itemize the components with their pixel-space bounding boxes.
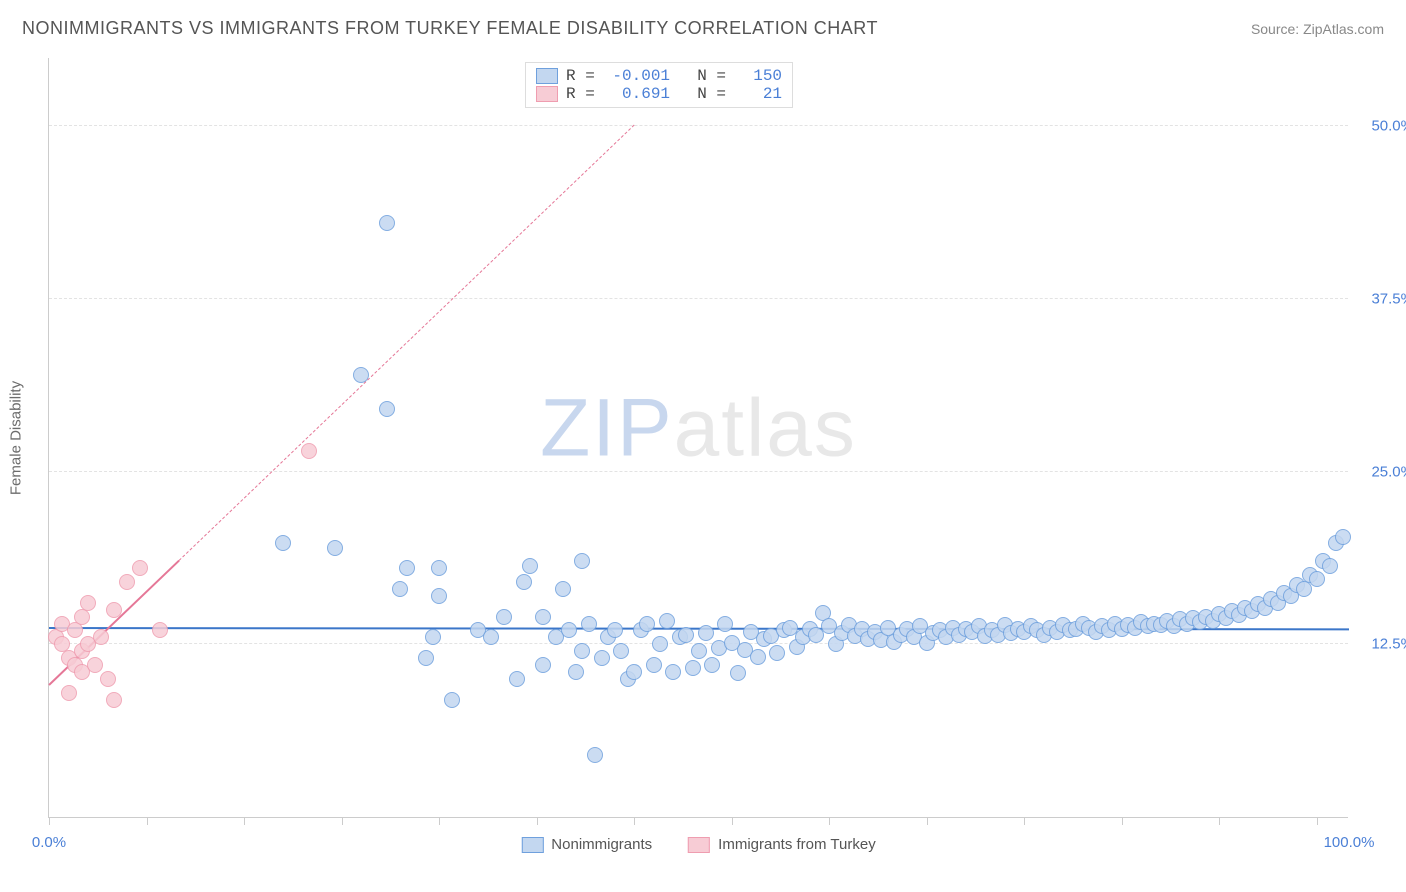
data-point	[106, 692, 122, 708]
data-point	[399, 560, 415, 576]
x-tick	[537, 817, 538, 825]
data-point	[581, 616, 597, 632]
data-point	[67, 622, 83, 638]
legend-swatch	[536, 68, 558, 84]
data-point	[665, 664, 681, 680]
x-tick	[732, 817, 733, 825]
data-point	[87, 657, 103, 673]
x-tick-label-left: 0.0%	[32, 834, 66, 851]
data-point	[327, 540, 343, 556]
data-point	[717, 616, 733, 632]
chart-container: ZIPatlas 12.5%25.0%37.5%50.0%0.0%100.0%R…	[48, 58, 1348, 818]
data-point	[431, 560, 447, 576]
data-point	[119, 574, 135, 590]
x-tick	[1317, 817, 1318, 825]
trend-line	[179, 125, 635, 561]
data-point	[93, 629, 109, 645]
data-point	[509, 671, 525, 687]
x-tick	[1024, 817, 1025, 825]
data-point	[61, 685, 77, 701]
x-tick	[439, 817, 440, 825]
x-tick	[927, 817, 928, 825]
data-point	[132, 560, 148, 576]
data-point	[100, 671, 116, 687]
data-point	[379, 215, 395, 231]
data-point	[1322, 558, 1338, 574]
data-point	[639, 616, 655, 632]
data-point	[425, 629, 441, 645]
data-point	[587, 747, 603, 763]
data-point	[730, 665, 746, 681]
data-point	[659, 613, 675, 629]
data-point	[594, 650, 610, 666]
legend-swatch	[688, 837, 710, 853]
chart-title: NONIMMIGRANTS VS IMMIGRANTS FROM TURKEY …	[22, 18, 878, 39]
legend-item: Immigrants from Turkey	[688, 836, 876, 853]
data-point	[275, 535, 291, 551]
data-point	[698, 625, 714, 641]
y-tick-label: 50.0%	[1371, 118, 1406, 135]
data-point	[535, 609, 551, 625]
data-point	[1309, 571, 1325, 587]
data-point	[568, 664, 584, 680]
data-point	[301, 443, 317, 459]
data-point	[152, 622, 168, 638]
data-point	[496, 609, 512, 625]
stats-row: R = -0.001 N = 150	[536, 67, 782, 85]
bottom-legend: Nonimmigrants Immigrants from Turkey	[521, 836, 875, 853]
x-tick	[49, 817, 50, 825]
gridline	[49, 298, 1348, 299]
data-point	[535, 657, 551, 673]
data-point	[392, 581, 408, 597]
data-point	[574, 553, 590, 569]
data-point	[613, 643, 629, 659]
legend-swatch	[536, 86, 558, 102]
source-attribution: Source: ZipAtlas.com	[1251, 21, 1384, 37]
data-point	[516, 574, 532, 590]
y-tick-label: 12.5%	[1371, 636, 1406, 653]
data-point	[607, 622, 623, 638]
data-point	[483, 629, 499, 645]
watermark: ZIPatlas	[540, 381, 857, 475]
gridline	[49, 125, 1348, 126]
y-tick-label: 37.5%	[1371, 290, 1406, 307]
data-point	[685, 660, 701, 676]
data-point	[74, 609, 90, 625]
gridline	[49, 471, 1348, 472]
data-point	[691, 643, 707, 659]
data-point	[522, 558, 538, 574]
x-tick	[829, 817, 830, 825]
x-tick	[1122, 817, 1123, 825]
data-point	[379, 401, 395, 417]
data-point	[626, 664, 642, 680]
y-axis-label: Female Disability	[8, 381, 25, 495]
x-tick	[244, 817, 245, 825]
data-point	[704, 657, 720, 673]
legend-item: Nonimmigrants	[521, 836, 652, 853]
plot-area: ZIPatlas 12.5%25.0%37.5%50.0%0.0%100.0%R…	[48, 58, 1348, 818]
data-point	[769, 645, 785, 661]
legend-swatch	[521, 837, 543, 853]
data-point	[431, 588, 447, 604]
data-point	[1335, 529, 1351, 545]
data-point	[574, 643, 590, 659]
data-point	[646, 657, 662, 673]
x-tick	[342, 817, 343, 825]
x-tick	[634, 817, 635, 825]
x-tick	[1219, 817, 1220, 825]
y-tick-label: 25.0%	[1371, 463, 1406, 480]
data-point	[444, 692, 460, 708]
stats-row: R = 0.691 N = 21	[536, 85, 782, 103]
x-tick-label-right: 100.0%	[1324, 834, 1375, 851]
stats-box: R = -0.001 N = 150R = 0.691 N = 21	[525, 62, 793, 108]
data-point	[678, 627, 694, 643]
data-point	[652, 636, 668, 652]
data-point	[561, 622, 577, 638]
data-point	[418, 650, 434, 666]
data-point	[106, 602, 122, 618]
x-tick	[147, 817, 148, 825]
data-point	[80, 595, 96, 611]
data-point	[750, 649, 766, 665]
data-point	[555, 581, 571, 597]
